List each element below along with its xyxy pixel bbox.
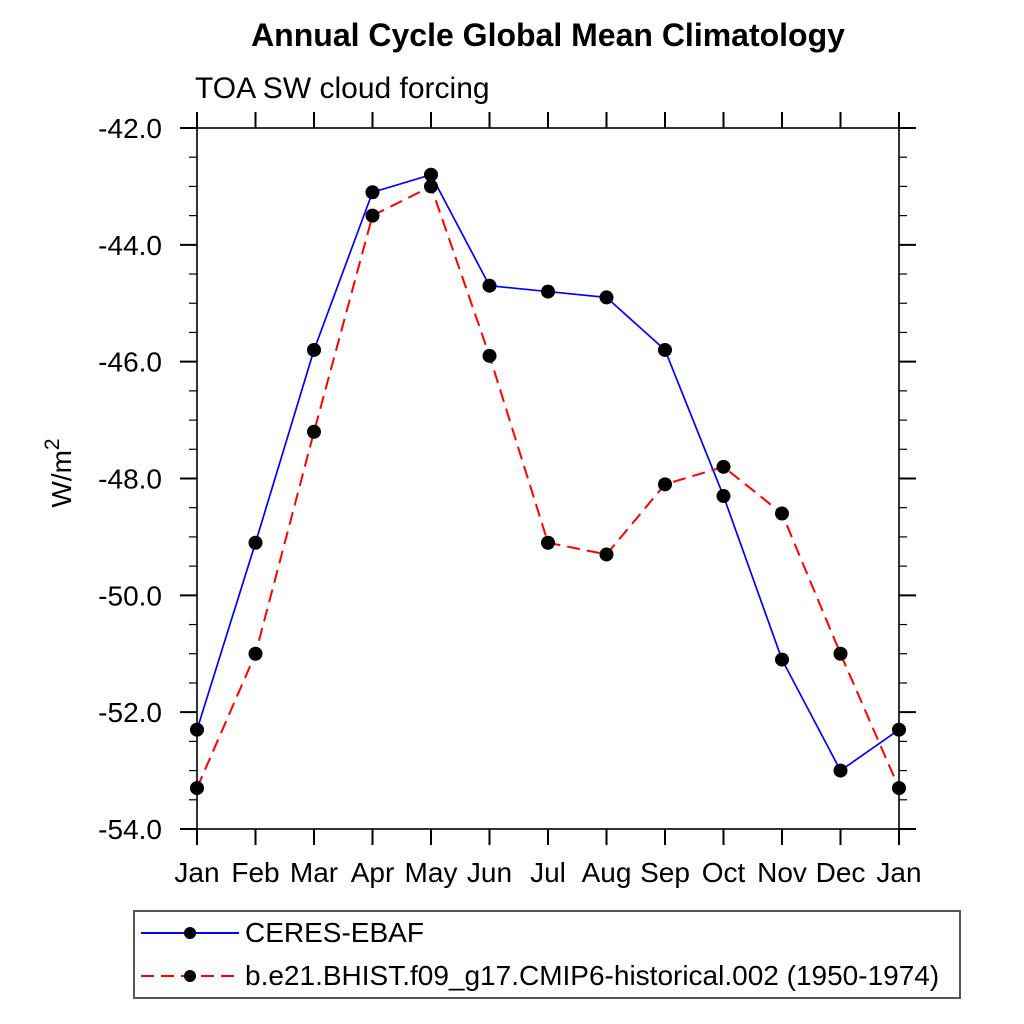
y-axis-label: W/m2 [41,438,77,507]
x-tick-label: May [405,857,458,888]
x-tick-label: Jan [174,857,219,888]
y-tick-label: -50.0 [98,580,162,611]
x-tick-label: Jan [876,857,921,888]
y-tick-label: -46.0 [98,347,162,378]
legend-label-model-run: b.e21.BHIST.f09_g17.CMIP6-historical.002… [245,959,940,991]
chart-subtitle: TOA SW cloud forcing [195,72,490,105]
legend-label-ceres-ebaf: CERES-EBAF [245,917,424,949]
y-tick-label: -52.0 [98,697,162,728]
plot-area: Jan Feb Mar Apr May Jun Jul Aug Sep Oct Nov Dec Jan-… [41,112,922,888]
x-tick-label: Feb [231,857,279,888]
y-tick-label: -54.0 [98,814,162,845]
x-tick-label: Aug [582,857,632,888]
x-tick-label: Oct [702,857,746,888]
x-tick-label: Sep [640,857,690,888]
y-tick-label: -42.0 [98,113,162,144]
legend-sample-dashed-red-line [141,969,239,982]
y-tick-label: -44.0 [98,230,162,261]
legend-box: CERES-EBAF b.e21.BHIST.f09_g17.CMIP6-his… [133,910,961,999]
legend-item-ceres-ebaf: CERES-EBAF [135,912,959,955]
series-1-markers [190,179,906,796]
x-tick-label: Mar [290,857,338,888]
series-1-line [196,185,900,789]
legend-item-model-run: b.e21.BHIST.f09_g17.CMIP6-historical.002… [135,955,959,998]
x-tick-label: Jul [530,857,566,888]
series-0-line [196,173,900,772]
x-axis: Jan Feb Mar Apr May Jun Jul Aug Sep Oct Nov Dec Jan [174,112,922,888]
x-tick-label: Nov [757,857,807,888]
y-axis: -42.0 -44.0 -46.0 -48.0 -50.0 -52.0 -54.0 [98,113,916,845]
legend-sample-solid-blue-line [141,927,239,940]
x-tick-label: Apr [351,857,395,888]
chart-title: Annual Cycle Global Mean Climatology [251,17,845,53]
series-0-markers [190,167,906,778]
x-tick-label: Dec [816,857,866,888]
x-tick-label: Jun [467,857,512,888]
y-tick-label: -48.0 [98,464,162,495]
